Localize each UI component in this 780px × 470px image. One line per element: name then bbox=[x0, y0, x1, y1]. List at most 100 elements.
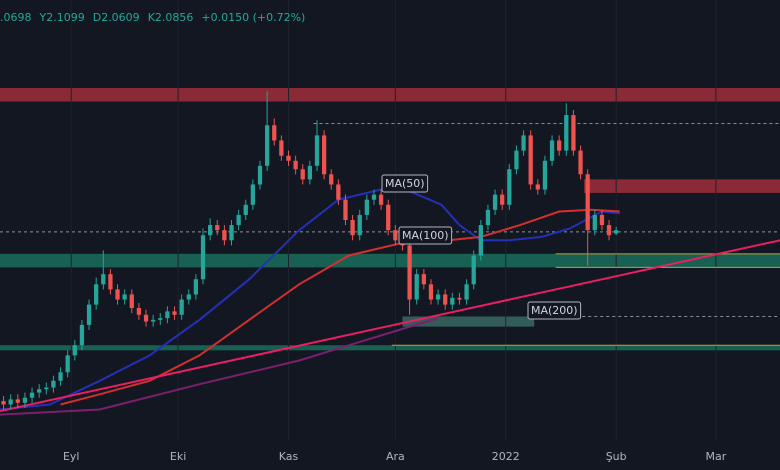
candle-body bbox=[606, 225, 612, 236]
ma-label: MA(200) bbox=[531, 304, 578, 317]
candle-body bbox=[158, 318, 163, 320]
candle-body bbox=[286, 155, 291, 161]
candle-body bbox=[464, 284, 469, 300]
ma-label-box bbox=[527, 301, 582, 320]
candle-body bbox=[300, 169, 305, 180]
candle-body bbox=[485, 209, 491, 226]
candle-body bbox=[101, 274, 106, 285]
candle-body bbox=[94, 284, 99, 305]
candle-body bbox=[243, 204, 248, 215]
candle-body bbox=[435, 294, 441, 300]
candle-body bbox=[542, 160, 548, 190]
trend-line bbox=[0, 239, 780, 413]
candle-body bbox=[143, 314, 149, 322]
candle-body bbox=[321, 135, 327, 175]
x-tick-label: Kas bbox=[279, 450, 299, 463]
candle-body bbox=[357, 214, 362, 236]
candle-body bbox=[136, 308, 142, 315]
candle-body bbox=[557, 140, 562, 151]
candle-body bbox=[22, 397, 28, 403]
candle-body bbox=[336, 184, 341, 200]
candle-body bbox=[364, 199, 369, 215]
candle-body bbox=[329, 174, 334, 185]
zone bbox=[584, 179, 780, 193]
candle-body bbox=[44, 387, 49, 390]
ohlc-value: Y2.1099 bbox=[39, 11, 85, 24]
x-tick-label: 2022 bbox=[492, 450, 520, 463]
candle-body bbox=[108, 274, 113, 290]
candle-body bbox=[428, 284, 434, 300]
grid-layer bbox=[70, 0, 717, 440]
candle-body bbox=[343, 199, 348, 220]
ohlc-value: K2.0856 bbox=[148, 11, 194, 24]
candle-body bbox=[279, 140, 284, 156]
candle-body bbox=[528, 135, 533, 185]
candle-body bbox=[350, 220, 355, 236]
moving-average-line bbox=[0, 317, 439, 416]
candle-body bbox=[29, 392, 35, 398]
candle-body bbox=[500, 194, 505, 205]
candle-body bbox=[414, 274, 419, 300]
candle-body bbox=[151, 319, 156, 322]
ma-label: MA(100) bbox=[402, 229, 449, 242]
candle-body bbox=[571, 115, 576, 151]
candle-body bbox=[407, 245, 412, 300]
candle-body bbox=[122, 294, 127, 300]
candle-body bbox=[208, 225, 213, 236]
ohlc-value: +0.0150 (+0.72%) bbox=[201, 11, 305, 24]
candle-body bbox=[115, 289, 120, 300]
candle-body bbox=[172, 311, 177, 315]
candle-body bbox=[37, 389, 42, 393]
ma-label: MA(50) bbox=[385, 177, 425, 190]
x-tick-label: Mar bbox=[706, 450, 727, 463]
candle-body bbox=[386, 204, 391, 231]
candle-body bbox=[272, 125, 277, 141]
ma-label-box bbox=[381, 174, 429, 193]
candle-body bbox=[229, 225, 234, 241]
candle-body bbox=[193, 279, 199, 295]
candle-body bbox=[51, 380, 56, 388]
candle-body bbox=[8, 399, 13, 405]
candle-body bbox=[450, 297, 455, 305]
candle-body bbox=[72, 345, 77, 356]
candle-body bbox=[514, 150, 519, 170]
candle-body bbox=[599, 214, 605, 226]
candle-body bbox=[222, 230, 227, 241]
candle-body bbox=[614, 230, 619, 234]
candle-body bbox=[264, 125, 270, 166]
ohlc-value: .0698 bbox=[0, 11, 32, 24]
zones-layer bbox=[0, 88, 780, 351]
candle-body bbox=[443, 294, 448, 305]
zone bbox=[0, 345, 780, 351]
zone bbox=[0, 253, 780, 268]
candle-body bbox=[186, 294, 191, 300]
candle-body bbox=[592, 214, 597, 231]
candle-body bbox=[521, 135, 526, 151]
ma-label-box bbox=[398, 226, 453, 245]
text-layer: Eyl Eki Kas Ara 2022 Şub Mar MA(50) MA(100) MA(20… bbox=[0, 11, 727, 463]
candle-body bbox=[215, 225, 220, 231]
candle-body bbox=[86, 304, 92, 325]
candle-body bbox=[79, 324, 85, 346]
candle-body bbox=[535, 184, 540, 190]
candle-body bbox=[314, 135, 320, 166]
candle-body bbox=[257, 165, 263, 185]
x-tick-label: Eki bbox=[170, 450, 186, 463]
x-tick-label: Eyl bbox=[63, 450, 80, 463]
candle-body bbox=[471, 255, 476, 285]
candle-body bbox=[200, 235, 206, 280]
candle-body bbox=[165, 311, 170, 319]
candle-body bbox=[15, 399, 20, 403]
candle-body bbox=[578, 150, 583, 175]
candle-body bbox=[457, 297, 462, 300]
candle-body bbox=[478, 225, 483, 256]
candle-body bbox=[250, 184, 256, 205]
candle-body bbox=[393, 230, 398, 241]
candle-body bbox=[371, 194, 377, 200]
zone bbox=[402, 316, 535, 327]
x-tick-label: Ara bbox=[386, 450, 405, 463]
candle-body bbox=[307, 165, 312, 180]
